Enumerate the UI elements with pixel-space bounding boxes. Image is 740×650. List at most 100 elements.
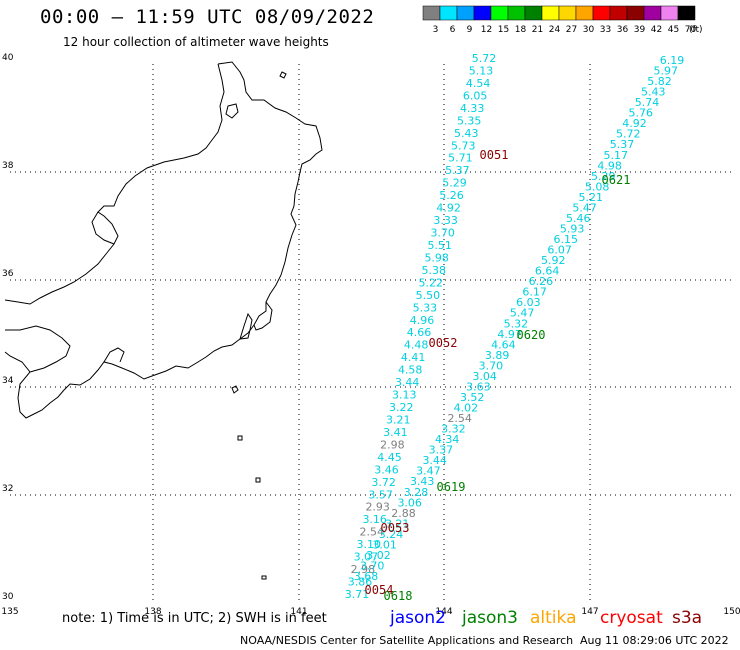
legend-unit: (ft) bbox=[689, 25, 703, 35]
noto-peninsula bbox=[91, 211, 115, 245]
hachijo-island bbox=[255, 477, 261, 483]
swh-value: 5.82 bbox=[647, 75, 672, 88]
swh-value: 3.72 bbox=[371, 476, 396, 489]
swh-value: 5.13 bbox=[469, 65, 494, 78]
swh-value: 3.70 bbox=[360, 560, 385, 573]
swh-value: 3.33 bbox=[433, 214, 458, 227]
swh-value: 5.47 bbox=[510, 307, 535, 320]
color-legend: 3 6 9 12 15 18 21 24 27 30 33 36 39 42 45 70(ft) bbox=[422, 5, 703, 35]
swh-value: 3.70 bbox=[430, 227, 455, 240]
swh-value: 5.97 bbox=[654, 65, 679, 78]
swh-value: 5.35 bbox=[457, 114, 482, 127]
swh-value: 5.29 bbox=[442, 177, 467, 190]
lon-tick-label: 135 bbox=[1, 607, 18, 617]
swh-value: 3.41 bbox=[383, 426, 408, 439]
swh-value: 4.45 bbox=[377, 451, 402, 464]
swh-value: 2.54 bbox=[360, 526, 385, 539]
west-coast bbox=[4, 63, 225, 305]
swh-value: 6.26 bbox=[529, 275, 554, 288]
swh-value: 4.33 bbox=[460, 102, 485, 115]
swh-value: 4.66 bbox=[407, 326, 432, 339]
swh-value: 3.70 bbox=[479, 359, 504, 372]
swh-value: 3.52 bbox=[460, 391, 485, 404]
pass-time-0052: 0052 bbox=[429, 336, 458, 350]
swh-value: 5.72 bbox=[616, 128, 641, 141]
lon-tick-label: 141 bbox=[290, 607, 307, 617]
legend-label-12: 12 bbox=[481, 25, 492, 35]
pass-time-0051: 0051 bbox=[480, 148, 509, 162]
swh-value: 5.72 bbox=[472, 52, 497, 65]
swh-value: 4.97 bbox=[497, 328, 522, 341]
lat-tick-label: 36 bbox=[2, 269, 14, 279]
legend-swatch-70 bbox=[677, 5, 696, 21]
swh-value: 6.03 bbox=[516, 296, 541, 309]
swh-value: 3.16 bbox=[362, 513, 387, 526]
pass-time-0618: 0618 bbox=[384, 589, 413, 603]
kii-peninsula bbox=[103, 347, 125, 363]
swh-value: 5.38 bbox=[422, 264, 447, 277]
swh-value: 3.44 bbox=[422, 454, 447, 467]
swh-value: 4.98 bbox=[597, 159, 622, 172]
lat-tick-label: 40 bbox=[2, 53, 14, 63]
swh-value: 5.47 bbox=[572, 201, 597, 214]
swh-value: 3.04 bbox=[472, 370, 497, 383]
swh-value: 3.10 bbox=[357, 538, 382, 551]
swh-value: 3.07 bbox=[354, 551, 379, 564]
swh-value: 4.96 bbox=[410, 314, 435, 327]
swh-value: 3.86 bbox=[348, 576, 373, 589]
boso-peninsula bbox=[253, 301, 273, 331]
swh-value: 5.92 bbox=[541, 254, 566, 267]
mission-altika: altika bbox=[530, 608, 577, 628]
swh-value: 3.13 bbox=[392, 389, 417, 402]
swh-value: 5.43 bbox=[641, 86, 666, 99]
pass-time-0053: 0053 bbox=[381, 521, 410, 535]
lat-tick-label: 30 bbox=[2, 592, 14, 602]
swh-value: 4.48 bbox=[404, 339, 429, 352]
lon-tick-label: 150 bbox=[723, 607, 740, 617]
swh-value: 5.21 bbox=[579, 191, 604, 204]
swh-value: 3.44 bbox=[395, 376, 420, 389]
legend-label-39: 39 bbox=[634, 25, 646, 35]
swh-value: 3.43 bbox=[410, 475, 435, 488]
swh-value: 2.98 bbox=[380, 438, 405, 451]
sado-island bbox=[225, 103, 239, 119]
legend-label-30: 30 bbox=[583, 25, 595, 35]
swh-value: 5.37 bbox=[445, 164, 470, 177]
swh-value: 5.73 bbox=[451, 139, 476, 152]
shikoku-coast bbox=[5, 325, 71, 373]
mission-jason2: jason2 bbox=[390, 608, 446, 628]
sado-north bbox=[279, 71, 287, 79]
swh-value: 3.02 bbox=[366, 549, 391, 562]
swh-value: 5.51 bbox=[427, 239, 452, 252]
swh-value: 4.54 bbox=[466, 77, 491, 90]
swh-value: 3.21 bbox=[385, 517, 410, 530]
lon-tick-label: 144 bbox=[435, 607, 452, 617]
legend-label-33: 33 bbox=[600, 25, 611, 35]
swh-value: 3.63 bbox=[466, 380, 491, 393]
swh-value: 6.15 bbox=[554, 233, 579, 246]
legend-label-3: 3 bbox=[433, 25, 439, 35]
footnote: note: 1) Time is in UTC; 2) SWH is in fe… bbox=[62, 611, 327, 626]
legend-label-27: 27 bbox=[566, 25, 577, 35]
swh-value: 5.37 bbox=[610, 138, 635, 151]
honshu-coast bbox=[4, 61, 323, 419]
swh-value: 6.05 bbox=[463, 89, 488, 102]
swh-value: 3.71 bbox=[345, 588, 370, 601]
swh-value: 5.32 bbox=[504, 317, 529, 330]
legend-label-45: 45 bbox=[668, 25, 679, 35]
oshima-island bbox=[231, 385, 239, 394]
lat-tick-label: 38 bbox=[2, 161, 14, 171]
coastline bbox=[4, 61, 323, 580]
legend-label-36: 36 bbox=[617, 25, 629, 35]
swh-value: 4.92 bbox=[622, 117, 647, 130]
pass-time-0619: 0619 bbox=[437, 480, 466, 494]
legend-label-42: 42 bbox=[651, 25, 662, 35]
swh-value: 6.19 bbox=[660, 54, 685, 67]
legend-label-70: 70 bbox=[685, 25, 697, 35]
page-title: 00:00 – 11:59 UTC 08/09/2022 bbox=[40, 6, 375, 28]
swh-value: 4.92 bbox=[436, 202, 461, 215]
lon-tick-label: 147 bbox=[581, 607, 598, 617]
swh-value: 5.33 bbox=[413, 301, 438, 314]
wave-height-tracks: 5.725.134.546.054.335.355.435.735.715.37… bbox=[345, 52, 685, 601]
